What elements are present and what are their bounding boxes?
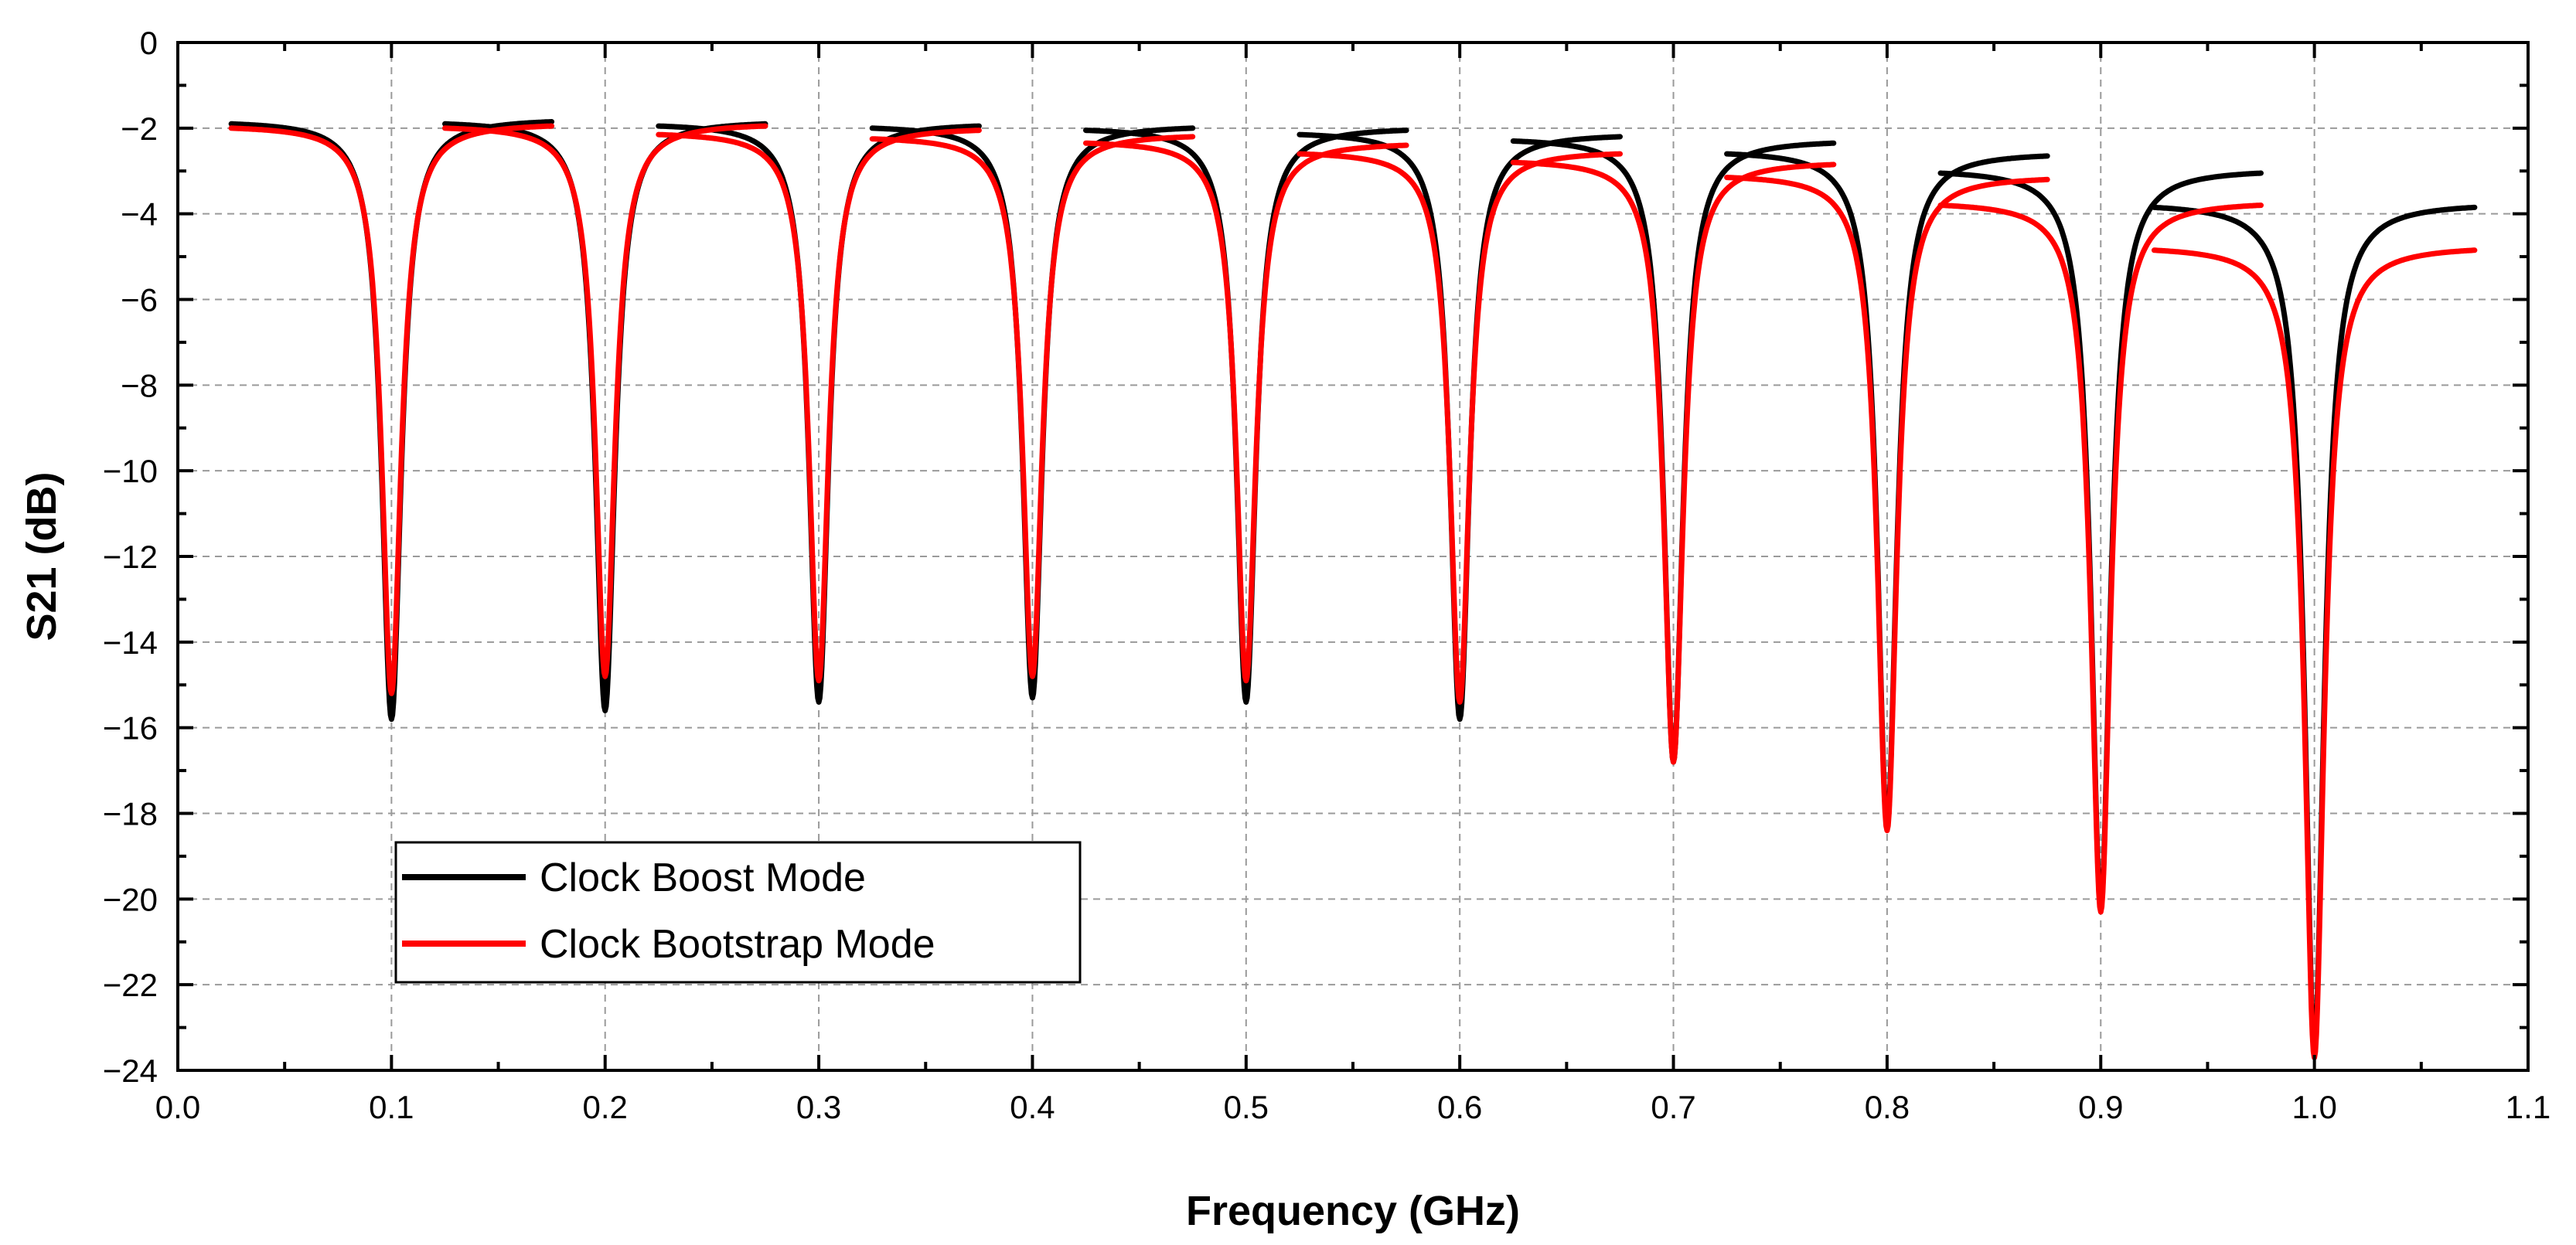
y-tick-label: −10 xyxy=(103,453,158,489)
axis-ticks xyxy=(176,41,2530,1072)
legend-label: Clock Boost Mode xyxy=(540,856,866,900)
y-axis-title: S21 (dB) xyxy=(19,471,65,641)
series-notch xyxy=(1297,151,1623,705)
grid-lines xyxy=(178,43,2528,1070)
x-tick-label: 0.8 xyxy=(1865,1089,1910,1125)
series-lines xyxy=(228,119,2478,1060)
series-notch xyxy=(442,123,768,679)
y-tick-label: −4 xyxy=(121,196,158,233)
y-tick-label: −14 xyxy=(103,624,158,661)
y-tick-label: −6 xyxy=(121,282,158,318)
x-tick-label: 0.0 xyxy=(155,1089,200,1125)
series-notch xyxy=(1510,159,1837,765)
y-tick-label: −24 xyxy=(103,1053,158,1089)
series-notch xyxy=(1297,131,1623,723)
legend: Clock Boost Mode Clock Bootstrap Mode xyxy=(394,841,1082,984)
legend-items: Clock Boost Mode Clock Bootstrap Mode xyxy=(402,856,935,967)
x-axis-title: Frequency (GHz) xyxy=(1186,1188,1520,1234)
x-tick-label: 0.4 xyxy=(1010,1089,1055,1125)
y-tick-label: −2 xyxy=(121,111,158,147)
y-tick-label: −12 xyxy=(103,539,158,575)
y-tick-labels: 0 −2 −4 −6 −8 −10 −12 −14 −16 −18 −20 −22 −24 xyxy=(103,25,158,1089)
x-tick-label: 1.1 xyxy=(2506,1089,2550,1125)
series-notch xyxy=(656,128,982,684)
series-notch xyxy=(869,134,1196,679)
x-tick-label: 1.0 xyxy=(2291,1089,2336,1125)
x-tick-labels: 0.0 0.1 0.2 0.3 0.4 0.5 0.6 0.7 0.8 0.9 1.0 1.1 xyxy=(155,1089,2550,1125)
y-tick-label: −16 xyxy=(103,710,158,747)
legend-box xyxy=(394,841,1082,984)
y-tick-label: −8 xyxy=(121,367,158,403)
legend-label: Clock Bootstrap Mode xyxy=(540,922,935,967)
y-tick-label: −22 xyxy=(103,967,158,1003)
series-notch xyxy=(1083,128,1409,705)
x-tick-label: 0.5 xyxy=(1224,1089,1269,1125)
series-notch xyxy=(1724,175,2050,834)
x-tick-label: 0.9 xyxy=(2078,1089,2123,1125)
y-tick-label: −18 xyxy=(103,796,158,832)
x-tick-label: 0.1 xyxy=(369,1089,414,1125)
x-tick-label: 0.2 xyxy=(583,1089,628,1125)
x-tick-label: 0.7 xyxy=(1651,1089,1695,1125)
y-tick-label: 0 xyxy=(140,25,158,61)
x-tick-label: 0.6 xyxy=(1437,1089,1482,1125)
series-notch xyxy=(1937,202,2264,915)
y-tick-label: −20 xyxy=(103,881,158,917)
x-tick-label: 0.3 xyxy=(796,1089,841,1125)
series-notch xyxy=(1083,140,1409,684)
